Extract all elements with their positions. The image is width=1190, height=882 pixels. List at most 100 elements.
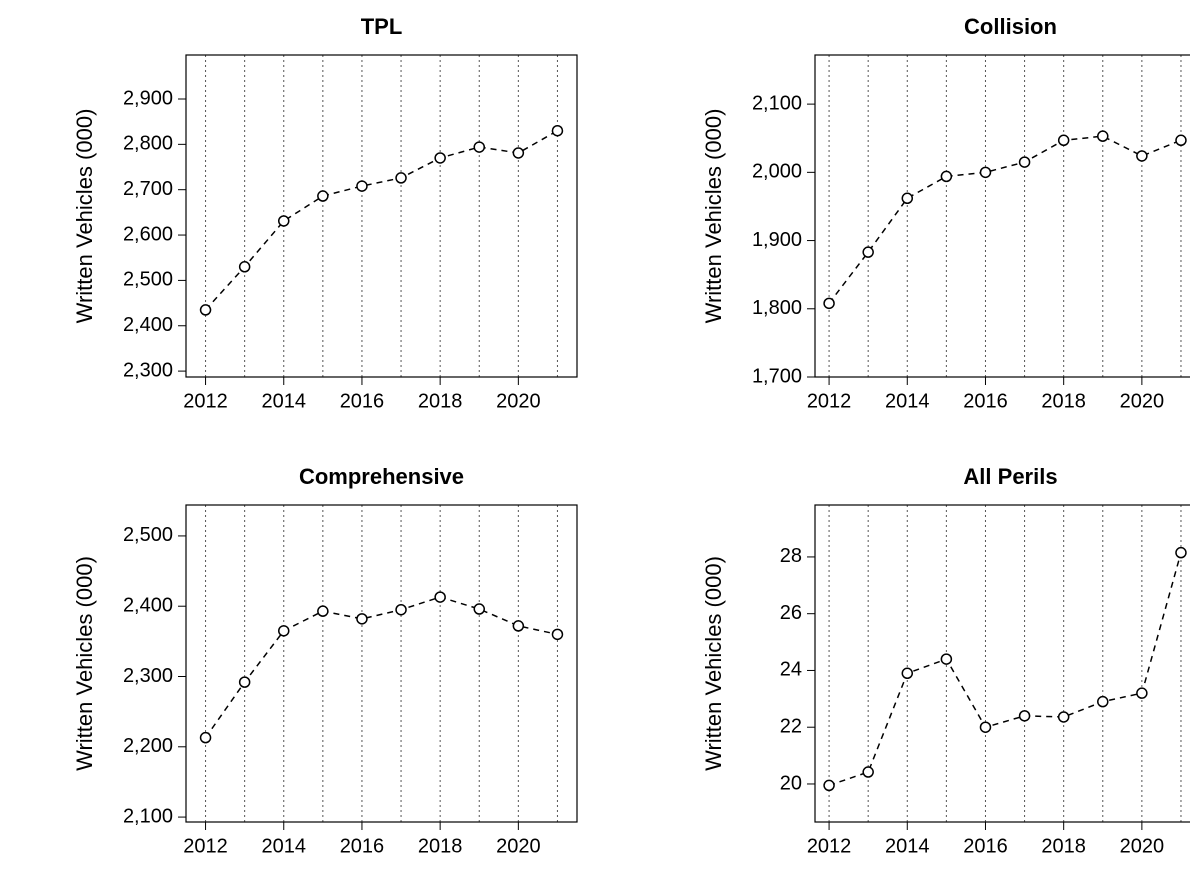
y-tick-label: 28 — [780, 545, 802, 567]
point — [551, 628, 564, 641]
point — [823, 779, 835, 792]
point — [862, 246, 874, 258]
point — [473, 603, 485, 615]
point — [1097, 695, 1109, 708]
y-tick-label: 2,900 — [123, 87, 173, 109]
point — [238, 676, 251, 688]
panel: All Perils Written Vehicles (000) 20 22 24 26… — [701, 464, 1190, 857]
point — [278, 625, 290, 637]
x-tick-label: 2012 — [183, 390, 228, 412]
y-axis-label: Written Vehicles (000) — [72, 556, 97, 771]
x-tick-label: 2014 — [885, 835, 930, 857]
y-axis-label: Written Vehicles (000) — [701, 109, 726, 324]
point — [1097, 130, 1109, 142]
point — [434, 591, 446, 603]
x-tick-label: 2020 — [1120, 835, 1165, 857]
y-tick-label: 1,900 — [752, 229, 802, 251]
point — [395, 172, 407, 184]
panel: Collision Written Vehicles (000) 1,700 1,80… — [701, 14, 1190, 412]
y-tick-label: 2,500 — [123, 524, 173, 546]
x-tick-label: 2020 — [496, 390, 541, 412]
panel: Comprehensive Written Vehicles (000) 2,100… — [72, 464, 578, 857]
point — [901, 192, 914, 205]
plot-box — [814, 504, 1190, 823]
point — [356, 613, 368, 625]
y-tick-label: 2,500 — [123, 269, 173, 291]
point — [940, 170, 953, 183]
x-tick-label: 2018 — [418, 390, 463, 412]
x-tick-label: 2018 — [1041, 835, 1086, 857]
y-tick-label: 22 — [780, 715, 802, 737]
y-tick-label: 2,200 — [123, 735, 173, 757]
y-tick-label: 2,700 — [123, 178, 173, 200]
x-tick-label: 2016 — [963, 390, 1008, 412]
chart-title: Collision — [964, 14, 1057, 39]
point — [317, 605, 329, 617]
x-tick-label: 2020 — [496, 835, 541, 857]
point — [940, 653, 953, 665]
y-tick-label: 20 — [780, 772, 802, 794]
plot-box — [185, 54, 578, 378]
point — [395, 603, 407, 616]
y-tick-label: 2,100 — [123, 805, 173, 827]
point — [434, 152, 446, 164]
x-tick-label: 2016 — [340, 835, 385, 857]
y-tick-label: 2,400 — [123, 314, 173, 336]
plot-box — [814, 54, 1190, 378]
point — [1136, 150, 1148, 162]
point — [979, 166, 992, 179]
point — [1057, 711, 1070, 723]
y-tick-label: 2,300 — [123, 665, 173, 687]
series-line — [828, 135, 1182, 304]
point — [901, 667, 914, 680]
x-tick-label: 2018 — [1041, 390, 1086, 412]
point — [199, 731, 212, 744]
y-tick-label: 2,000 — [752, 161, 802, 183]
point — [1175, 134, 1187, 147]
point — [823, 297, 835, 310]
y-tick-label: 2,300 — [123, 359, 173, 381]
chart-title: TPL — [361, 14, 403, 39]
point — [199, 304, 212, 316]
x-tick-label: 2016 — [963, 835, 1008, 857]
point — [862, 766, 874, 778]
y-tick-label: 1,700 — [752, 365, 802, 387]
y-axis-label: Written Vehicles (000) — [701, 556, 726, 771]
plot-box — [185, 504, 578, 823]
x-tick-label: 2014 — [262, 390, 307, 412]
y-tick-label: 24 — [780, 659, 802, 681]
x-tick-label: 2014 — [885, 390, 930, 412]
x-tick-label: 2016 — [340, 390, 385, 412]
x-tick-label: 2014 — [262, 835, 307, 857]
x-tick-label: 2020 — [1120, 390, 1165, 412]
point — [512, 620, 525, 632]
chart-title: All Perils — [963, 464, 1057, 489]
point — [1136, 687, 1148, 699]
chart-title: Comprehensive — [299, 464, 464, 489]
point — [1175, 546, 1187, 559]
series-line — [828, 552, 1182, 787]
y-tick-label: 2,800 — [123, 133, 173, 155]
point — [512, 147, 525, 159]
point — [1018, 156, 1031, 168]
point — [473, 141, 485, 153]
x-tick-label: 2012 — [183, 835, 228, 857]
y-axis-label: Written Vehicles (000) — [72, 109, 97, 324]
point — [1057, 134, 1070, 147]
y-tick-label: 2,400 — [123, 594, 173, 616]
x-tick-label: 2012 — [807, 835, 852, 857]
y-tick-label: 2,600 — [123, 223, 173, 245]
series-line — [204, 130, 558, 311]
x-tick-label: 2018 — [418, 835, 463, 857]
point — [551, 124, 564, 137]
point — [356, 180, 368, 192]
point — [317, 190, 329, 202]
x-tick-label: 2012 — [807, 390, 852, 412]
y-tick-label: 1,800 — [752, 297, 802, 319]
series-line — [204, 596, 558, 739]
point — [979, 721, 992, 733]
panel: TPL Written Vehicles (000) 2,300 2,400 2,500… — [72, 14, 578, 412]
point — [278, 215, 290, 227]
